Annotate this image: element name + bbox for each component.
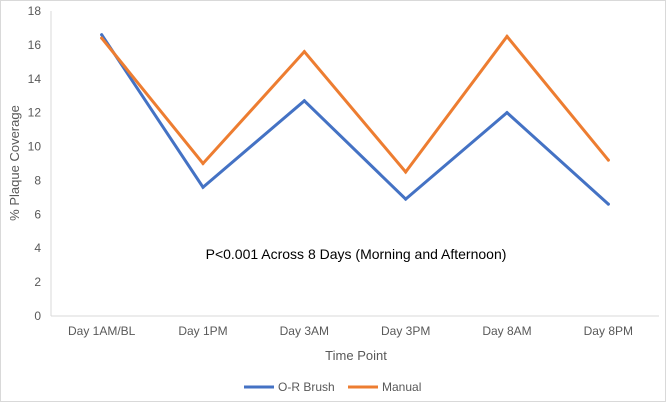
x-tick-label: Day 8AM: [482, 324, 531, 338]
chart-annotation: P<0.001 Across 8 Days (Morning and After…: [206, 246, 507, 262]
legend-label: Manual: [382, 380, 421, 394]
data-point: [302, 50, 306, 54]
x-tick-label: Day 8PM: [584, 324, 633, 338]
data-point: [606, 202, 610, 206]
x-tick-label: Day 1PM: [178, 324, 227, 338]
legend: O-R Brush Manual: [244, 380, 421, 394]
x-tick-label: Day 1AM/BL: [68, 324, 136, 338]
y-tick-label: 14: [28, 72, 42, 86]
data-point: [201, 185, 205, 189]
data-point: [404, 170, 408, 174]
x-tick-label: Day 3AM: [280, 324, 329, 338]
y-axis-title: % Plaque Coverage: [7, 105, 22, 221]
x-axis-title: Time Point: [325, 348, 387, 363]
data-point: [100, 36, 104, 40]
y-tick-label: 0: [34, 309, 41, 323]
series-line-manual: [100, 33, 610, 175]
y-tick-label: 8: [34, 173, 41, 187]
y-tick-label: 2: [34, 275, 41, 289]
legend-label: O-R Brush: [278, 380, 335, 394]
data-point: [404, 197, 408, 201]
x-tick-labels: Day 1AM/BL Day 1PM Day 3AM Day 3PM Day 8AM Da…: [68, 324, 633, 338]
data-point: [505, 34, 509, 38]
y-tick-label: 10: [28, 140, 42, 154]
y-tick-label: 16: [28, 38, 42, 52]
series-line-o-r-brush: [100, 33, 610, 206]
data-point: [505, 111, 509, 115]
series-lines: [100, 33, 610, 206]
data-point: [302, 99, 306, 103]
y-tick-label: 6: [34, 207, 41, 221]
data-point: [100, 33, 104, 37]
y-tick-label: 12: [28, 106, 42, 120]
y-tick-label: 18: [28, 4, 42, 18]
axes: [50, 11, 659, 317]
data-point: [606, 158, 610, 162]
x-tick-label: Day 3PM: [381, 324, 430, 338]
y-tick-label: 4: [34, 241, 41, 255]
y-tick-labels: 0 2 4 6 8 10 12 14 16 18: [28, 4, 42, 323]
data-point: [201, 162, 205, 165]
